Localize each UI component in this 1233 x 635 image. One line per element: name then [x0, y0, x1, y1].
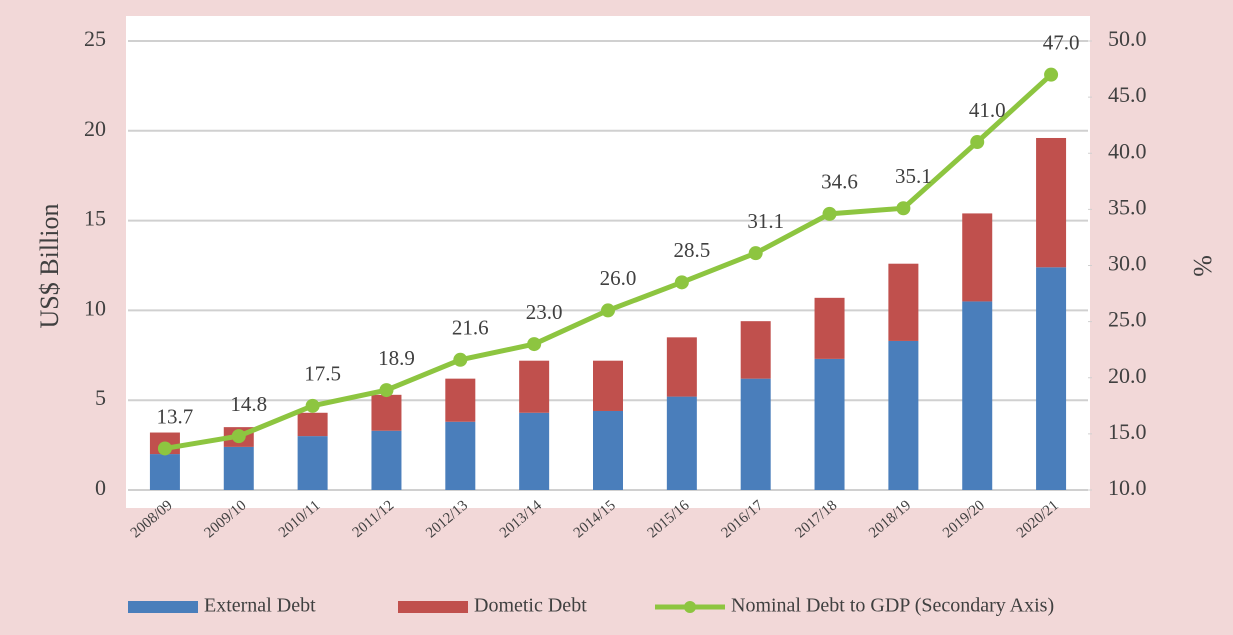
bar: [666, 337, 697, 397]
data-label: 13.7: [157, 404, 194, 428]
bar: [1036, 137, 1067, 268]
y2-tick-label: 30.0: [1108, 251, 1147, 276]
data-label: 18.9: [378, 346, 415, 370]
y-tick-label: 20: [84, 116, 106, 141]
bar: [888, 340, 919, 490]
data-label: 23.0: [526, 300, 563, 324]
line-point: [453, 352, 468, 367]
y2-tick-label: 10.0: [1108, 475, 1147, 500]
data-label: 47.0: [1043, 30, 1080, 54]
y-tick-label: 25: [84, 26, 106, 51]
line-point: [157, 441, 172, 456]
line-point: [748, 246, 763, 261]
bar: [814, 358, 845, 490]
line-point: [601, 303, 615, 318]
legend-swatch: [398, 601, 468, 613]
y2-tick-label: 50.0: [1108, 26, 1147, 51]
line-point: [527, 337, 542, 352]
line-point: [305, 398, 320, 413]
bar: [1036, 267, 1067, 490]
bar: [519, 412, 550, 490]
bar: [297, 412, 328, 437]
data-label: 41.0: [969, 98, 1006, 122]
bar: [223, 446, 254, 490]
bar: [149, 454, 180, 490]
y2-tick-label: 35.0: [1108, 194, 1147, 219]
legend-swatch: [128, 601, 198, 613]
y2-tick-label: 45.0: [1108, 82, 1147, 107]
data-label: 28.5: [673, 238, 710, 262]
y-tick-label: 15: [84, 206, 106, 231]
y-tick-label: 10: [84, 295, 106, 320]
data-label: 35.1: [895, 164, 932, 188]
data-label: 26.0: [600, 266, 637, 290]
y2-tick-label: 25.0: [1108, 307, 1147, 332]
y2-axis-title: %: [1188, 255, 1217, 277]
legend-label: External Debt: [204, 595, 316, 617]
data-label: 34.6: [821, 170, 858, 194]
data-label: 14.8: [230, 392, 267, 416]
bar: [740, 378, 771, 490]
bar: [962, 213, 993, 302]
y2-tick-label: 15.0: [1108, 419, 1147, 444]
line-point: [1044, 67, 1059, 82]
y-tick-label: 5: [95, 385, 106, 410]
bar: [371, 394, 402, 431]
data-label: 21.6: [452, 316, 489, 340]
line-point: [896, 201, 911, 216]
line-point: [674, 275, 689, 290]
bar: [740, 321, 771, 379]
line-point: [822, 206, 837, 221]
bar: [962, 301, 993, 490]
data-label: 17.5: [304, 362, 341, 386]
bar: [297, 436, 328, 490]
bar: [666, 396, 697, 490]
bar: [593, 360, 623, 411]
legend-swatch: [684, 601, 696, 613]
line-point: [379, 383, 394, 398]
y2-tick-label: 20.0: [1108, 363, 1147, 388]
data-label: 31.1: [747, 209, 784, 233]
line-point: [970, 135, 985, 150]
bar: [371, 430, 402, 490]
bar: [519, 360, 550, 413]
bar: [445, 421, 476, 490]
y-tick-label: 0: [95, 475, 106, 500]
y2-tick-label: 40.0: [1108, 138, 1147, 163]
bar: [593, 410, 623, 490]
bar: [888, 263, 919, 341]
line-point: [231, 429, 246, 444]
legend-label: Nominal Debt to GDP (Secondary Axis): [731, 595, 1054, 617]
bar: [445, 378, 476, 422]
y-axis-title: US$ Billion: [35, 204, 64, 329]
legend-label: Dometic Debt: [474, 595, 587, 617]
bar: [814, 297, 845, 359]
